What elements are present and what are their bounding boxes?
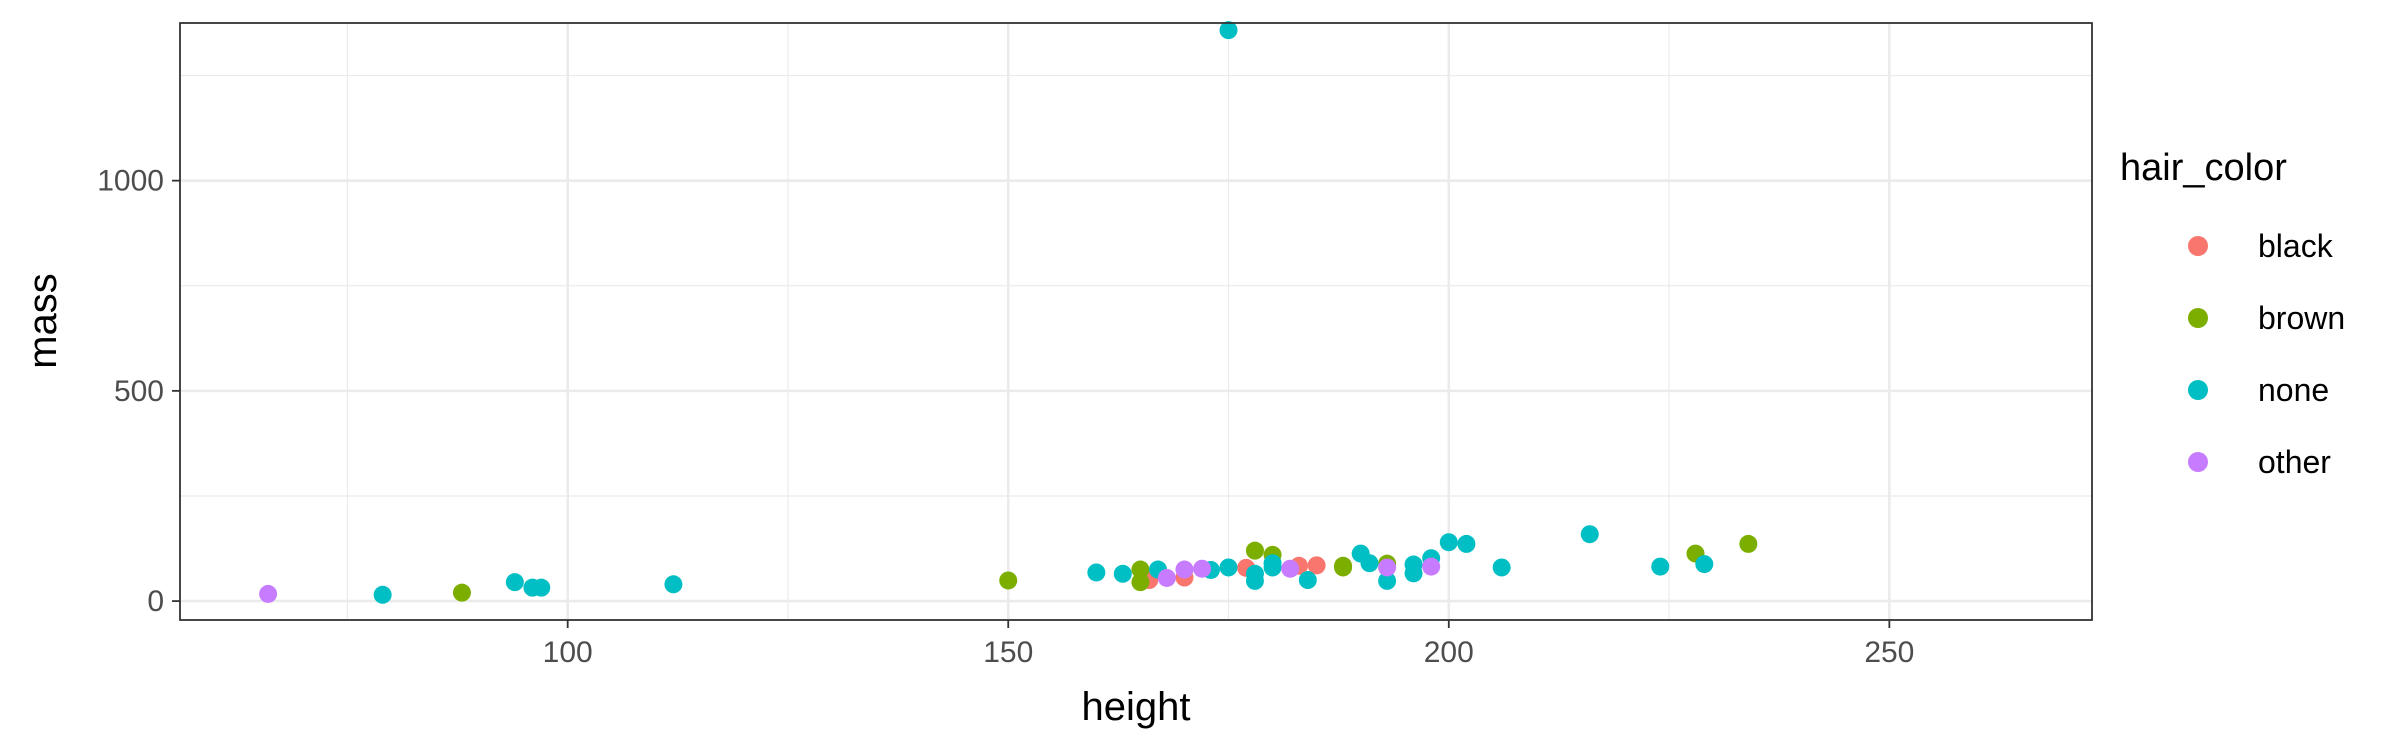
- point-layer: [259, 21, 1758, 604]
- data-point-brown: [1245, 541, 1264, 560]
- data-point-none: [1087, 563, 1106, 582]
- data-point-brown: [1131, 573, 1150, 592]
- data-point-brown: [1131, 560, 1150, 579]
- data-point-none: [532, 578, 551, 597]
- data-point-none: [505, 573, 524, 592]
- data-point-black: [1307, 556, 1326, 575]
- grid-layer: [180, 23, 2092, 620]
- x-axis-title: height: [1082, 685, 1191, 729]
- data-point-none: [1360, 554, 1379, 573]
- data-point-brown: [1739, 534, 1758, 553]
- legend-label-other: other: [2258, 444, 2331, 480]
- data-point-brown: [999, 571, 1018, 590]
- data-point-none: [1492, 558, 1511, 577]
- x-tick-label: 150: [983, 636, 1033, 669]
- data-point-none: [1580, 525, 1599, 544]
- data-point-none: [1219, 21, 1238, 40]
- data-point-none: [1404, 555, 1423, 574]
- data-point-none: [1219, 558, 1238, 577]
- data-point-none: [1695, 555, 1714, 574]
- data-point-other: [1175, 560, 1194, 579]
- legend-label-brown: brown: [2258, 300, 2345, 336]
- legend-keys: black brown none other: [2188, 228, 2345, 480]
- data-point-other: [1157, 568, 1176, 587]
- y-tick-label: 1000: [97, 165, 164, 198]
- legend-key-none: [2188, 380, 2208, 400]
- data-point-other: [259, 584, 278, 603]
- data-point-none: [1298, 571, 1317, 590]
- data-point-other: [1281, 559, 1300, 578]
- data-point-none: [664, 575, 683, 594]
- data-point-none: [1439, 533, 1458, 552]
- data-point-brown: [1334, 558, 1353, 577]
- data-point-none: [1245, 564, 1264, 583]
- data-point-brown: [452, 583, 471, 602]
- data-point-none: [373, 585, 392, 604]
- data-point-other: [1378, 558, 1397, 577]
- data-point-other: [1422, 557, 1441, 576]
- x-tick-label: 100: [543, 636, 593, 669]
- legend: hair_color black brown none other: [2120, 147, 2345, 480]
- data-point-none: [1378, 571, 1397, 590]
- legend-label-none: none: [2258, 372, 2329, 408]
- legend-key-other: [2188, 452, 2208, 472]
- legend-label-black: black: [2258, 228, 2334, 264]
- data-point-none: [1113, 564, 1132, 583]
- data-point-none: [1457, 534, 1476, 553]
- legend-key-brown: [2188, 308, 2208, 328]
- tick-layer: 100 150 200 250 0 500 1000: [97, 165, 1914, 669]
- x-tick-label: 250: [1864, 636, 1914, 669]
- x-tick-label: 200: [1424, 636, 1474, 669]
- data-point-none: [1263, 554, 1282, 573]
- panel-border: [179, 22, 2093, 621]
- data-point-other: [1193, 559, 1212, 578]
- legend-key-black: [2188, 236, 2208, 256]
- data-point-none: [1651, 557, 1670, 576]
- y-tick-label: 0: [147, 585, 164, 618]
- y-axis-title: mass: [21, 273, 65, 369]
- y-tick-label: 500: [114, 375, 164, 408]
- legend-title: hair_color: [2120, 147, 2287, 189]
